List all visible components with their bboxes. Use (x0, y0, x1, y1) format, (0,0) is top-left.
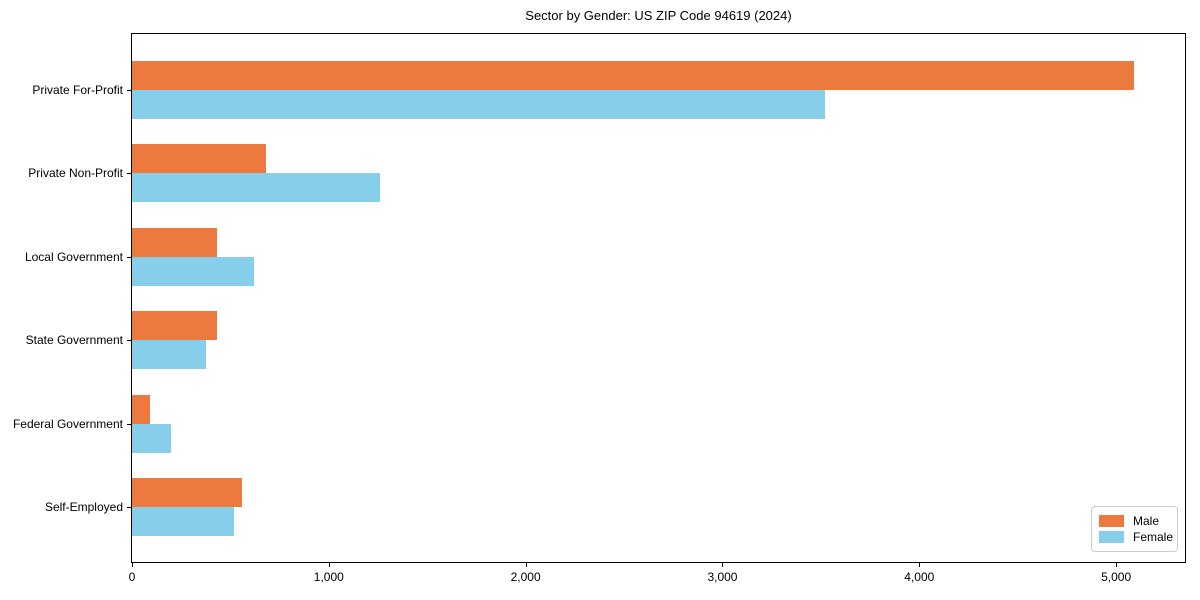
ytick-label-private-for-profit: Private For-Profit (32, 83, 123, 97)
ytick-label-private-non-profit: Private Non-Profit (28, 166, 123, 181)
bar-male-private-non-profit (132, 144, 266, 174)
ytick-mark-self-employed (127, 507, 131, 508)
xtick-label-2000: 2,000 (510, 570, 541, 584)
bar-female-private-for-profit (132, 90, 825, 119)
xtick-mark-4000 (919, 563, 921, 567)
xtick-label-3000: 3,000 (707, 570, 738, 584)
xtick-label-0: 0 (128, 570, 136, 584)
bar-female-federal-government (132, 423, 172, 453)
legend-label-female: Female (1133, 530, 1174, 544)
bar-male-state-government (132, 311, 217, 341)
ytick-label-self-employed: Self-Employed (44, 500, 123, 514)
xtick-label-4000: 4,000 (904, 570, 935, 584)
xtick-mark-3000 (722, 563, 724, 567)
xtick-mark-5000 (1116, 563, 1118, 567)
plot-area (131, 33, 1186, 563)
bar-male-federal-government (132, 394, 150, 424)
ytick-label-local-government: Local Government (24, 249, 123, 264)
legend: Male Female (1091, 506, 1178, 552)
xtick-label-1000: 1,000 (313, 570, 344, 584)
ytick-mark-private-non-profit (127, 173, 131, 175)
ytick-mark-federal-government (127, 423, 131, 425)
bar-male-private-for-profit (132, 61, 1134, 90)
ytick-label-state-government: State Government (25, 333, 123, 348)
legend-entry-female: Female (1099, 529, 1174, 545)
bar-female-local-government (132, 256, 255, 286)
legend-entry-male: Male (1099, 513, 1170, 529)
legend-swatch-male (1099, 515, 1124, 527)
xtick-mark-0 (132, 563, 133, 567)
ytick-mark-local-government (127, 256, 131, 258)
chart-title: Sector by Gender: US ZIP Code 94619 (202… (525, 8, 792, 23)
xtick-mark-1000 (328, 563, 330, 567)
ytick-mark-private-for-profit (127, 90, 131, 91)
bar-female-self-employed (132, 507, 235, 536)
bar-male-self-employed (132, 478, 243, 507)
xtick-label-5000: 5,000 (1101, 570, 1132, 584)
xtick-mark-2000 (525, 563, 527, 567)
bar-female-state-government (132, 340, 206, 370)
bar-male-local-government (132, 227, 217, 257)
bar-female-private-non-profit (132, 173, 380, 203)
legend-label-male: Male (1133, 514, 1160, 528)
legend-swatch-female (1099, 531, 1124, 543)
ytick-mark-state-government (127, 340, 131, 342)
ytick-label-federal-government: Federal Government (12, 416, 123, 431)
